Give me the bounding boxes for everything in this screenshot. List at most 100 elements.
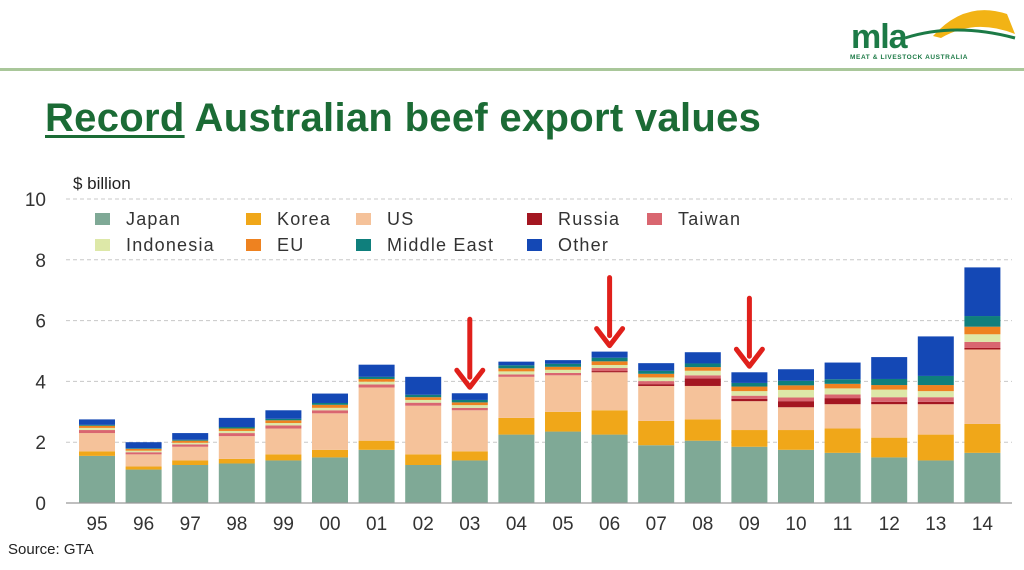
bar-segment-other xyxy=(684,352,721,364)
legend-swatch xyxy=(246,213,261,225)
bar-segment-us xyxy=(218,436,255,459)
bar-segment-eu xyxy=(125,448,162,451)
bar-segment-japan xyxy=(79,455,115,503)
bar-segment-eu xyxy=(871,385,908,390)
bar-segment-indonesia xyxy=(405,399,442,403)
bars xyxy=(79,267,1001,503)
bar-segment-middle-east xyxy=(638,370,675,374)
bar-segment-russia xyxy=(964,347,1001,350)
bar-segment-taiwan xyxy=(591,368,628,372)
bar-segment-eu xyxy=(964,326,1001,335)
title-emphasis: Record xyxy=(45,96,185,140)
bar-segment-eu xyxy=(684,367,721,371)
legend-swatch xyxy=(95,213,110,225)
bar-segment-us xyxy=(172,446,209,461)
y-tick-label: 8 xyxy=(35,251,46,272)
bar-segment-eu xyxy=(731,386,768,392)
x-tick-label: 09 xyxy=(739,514,760,535)
bar-segment-korea xyxy=(964,423,1001,453)
bar-segment-taiwan xyxy=(265,425,302,429)
bar-segment-korea xyxy=(871,437,908,458)
bar-segment-japan xyxy=(498,434,535,503)
x-tick-label: 13 xyxy=(925,514,946,535)
bar-segment-japan xyxy=(312,457,348,503)
bar-segment-korea xyxy=(638,420,675,446)
bar-segment-russia xyxy=(591,371,628,373)
x-tick-label: 02 xyxy=(413,514,434,535)
down-arrow xyxy=(594,275,626,349)
bar-segment-korea xyxy=(79,451,115,456)
bar-segment-korea xyxy=(778,430,814,450)
mla-logo: mla MEAT & LIVESTOCK AUSTRALIA xyxy=(845,4,1020,66)
bar-segment-indonesia xyxy=(358,381,395,385)
bar-segment-indonesia xyxy=(172,442,209,445)
bar-segment-other xyxy=(451,393,488,400)
y-tick-label: 0 xyxy=(35,494,46,515)
bar-segment-us xyxy=(591,372,628,411)
x-tick-label: 03 xyxy=(459,514,480,535)
bar-segment-other xyxy=(498,361,535,366)
bar-segment-japan xyxy=(964,452,1001,503)
bar-segment-taiwan xyxy=(172,444,209,447)
bar-segment-us xyxy=(545,375,581,412)
bar-segment-indonesia xyxy=(265,423,302,426)
bar-segment-indonesia xyxy=(871,389,908,398)
bar-segment-us xyxy=(684,385,721,420)
legend-label: Japan xyxy=(126,209,181,229)
bar-segment-other xyxy=(778,369,814,381)
bar-segment-eu xyxy=(638,373,675,378)
bar-segment-taiwan xyxy=(871,397,908,402)
y-tick-label: 2 xyxy=(35,433,46,454)
bar-segment-eu xyxy=(545,366,581,370)
bar-segment-other xyxy=(871,357,908,379)
bar-segment-taiwan xyxy=(405,402,442,406)
bar-segment-indonesia xyxy=(545,369,581,373)
x-tick-label: 95 xyxy=(86,514,107,535)
bar-segment-us xyxy=(312,413,348,450)
legend-label: Russia xyxy=(558,209,620,229)
bar-segment-middle-east xyxy=(79,424,115,426)
bar-segment-korea xyxy=(125,466,162,470)
bar-segment-taiwan xyxy=(684,375,721,379)
bar-segment-taiwan xyxy=(824,394,861,399)
bar-segment-us xyxy=(265,428,302,455)
bar-segment-us xyxy=(871,404,908,438)
bar-segment-middle-east xyxy=(545,363,581,367)
bar-segment-japan xyxy=(778,449,814,503)
bar-segment-us xyxy=(498,376,535,418)
bar-segment-eu xyxy=(172,440,209,443)
x-tick-label: 07 xyxy=(646,514,667,535)
bar-segment-other xyxy=(638,363,675,371)
bar-segment-eu xyxy=(358,378,395,382)
bar-segment-eu xyxy=(218,428,255,431)
bar-segment-middle-east xyxy=(824,379,861,384)
bar-segment-japan xyxy=(405,465,442,503)
bar-segment-eu xyxy=(405,397,442,400)
bar-segment-korea xyxy=(312,449,348,458)
bar-segment-japan xyxy=(591,434,628,503)
legend-label: Korea xyxy=(277,209,331,229)
bar-segment-taiwan xyxy=(498,374,535,377)
x-tick-label: 99 xyxy=(273,514,294,535)
bar-segment-korea xyxy=(731,430,768,447)
x-tick-label: 04 xyxy=(506,514,528,535)
bar-segment-us xyxy=(964,349,1001,424)
bar-segment-japan xyxy=(358,449,395,503)
x-tick-label: 05 xyxy=(552,514,573,535)
bar-segment-indonesia xyxy=(218,430,255,434)
x-tick-label: 98 xyxy=(226,514,247,535)
bar-segment-middle-east xyxy=(451,399,488,403)
bar-segment-japan xyxy=(684,440,721,503)
bar-segment-korea xyxy=(824,428,861,453)
legend-swatch xyxy=(246,239,261,251)
bar-segment-indonesia xyxy=(451,405,488,408)
bar-segment-other xyxy=(312,393,348,403)
bar-segment-middle-east xyxy=(591,357,628,362)
bar-segment-us xyxy=(451,410,488,452)
bar-segment-eu xyxy=(824,383,861,389)
bar-segment-eu xyxy=(312,404,348,408)
bar-segment-korea xyxy=(451,451,488,461)
bar-segment-other xyxy=(265,410,302,419)
